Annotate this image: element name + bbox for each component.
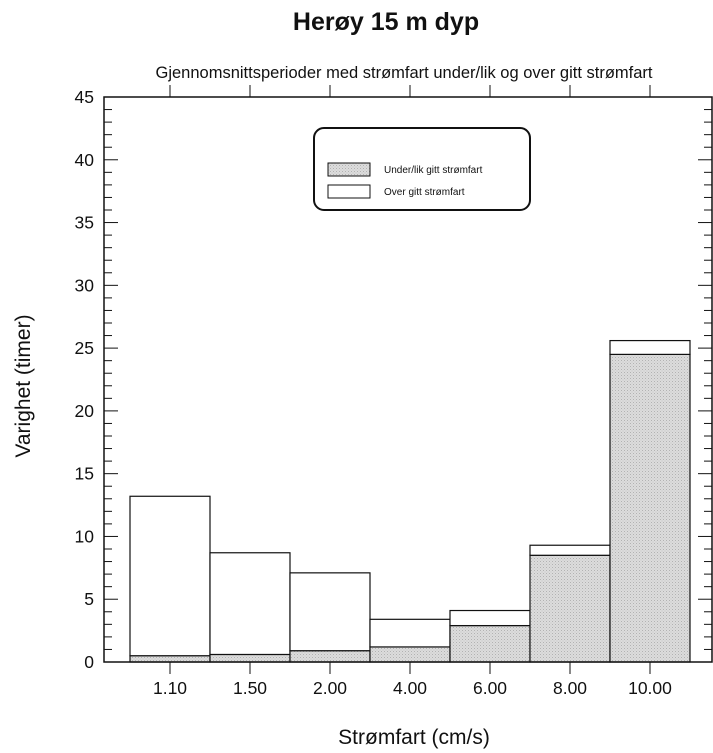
y-tick-label: 5 [84,589,94,609]
bar-over-4.00 [369,618,451,648]
bar-under-6.00 [449,624,531,663]
y-tick-label: 20 [75,401,95,421]
bar-over-8.00 [529,544,611,556]
bar-over-10.00 [609,339,691,355]
y-axis-label: Varighet (timer) [12,314,35,457]
y-tick-label: 25 [75,338,94,358]
y-tick-label: 0 [84,652,94,672]
bars-layer [129,339,691,663]
x-tick-label: 1.10 [153,678,187,698]
y-tick-label: 45 [75,87,94,107]
ticks-layer: 0 5 10 15 20 25 30 35 40 45 1.10 1.50 2.00 4.00 6.00 8.… [75,85,712,698]
bar-over-1.50 [209,552,291,656]
x-tick-label: 4.00 [393,678,427,698]
legend-swatch-over [327,184,371,199]
x-tick-label: 2.00 [313,678,347,698]
x-tick-label: 6.00 [473,678,507,698]
legend-swatch-under [327,162,371,177]
bar-over-6.00 [449,609,531,627]
bar-under-10.00 [609,353,691,663]
bar-under-1.50 [209,653,291,663]
y-tick-label: 10 [75,526,95,546]
chart-subtitle: Gjennomsnittsperioder med strømfart unde… [156,64,653,82]
bar-over-2.00 [289,572,371,652]
y-tick-label: 35 [75,213,94,233]
y-tick-label: 30 [75,275,95,295]
bar-under-1.10 [129,655,211,663]
x-tick-label: 10.00 [628,678,672,698]
x-tick-label: 1.50 [233,678,267,698]
bar-over-1.10 [129,495,211,657]
legend-label-under: Under/lik gitt strømfart [384,165,483,176]
bar-under-2.00 [289,650,371,663]
y-tick-label: 15 [75,464,94,484]
x-tick-label: 8.00 [553,678,587,698]
legend: Under/lik gitt strømfart Over gitt strøm… [313,127,531,211]
legend-label-over: Over gitt strømfart [384,187,465,198]
chart-title: Herøy 15 m dyp [293,8,479,36]
bar-under-4.00 [369,646,451,663]
y-tick-label: 40 [75,150,95,170]
plot-frame [103,96,713,663]
bar-under-8.00 [529,554,611,663]
x-axis-label: Strømfart (cm/s) [338,726,490,749]
